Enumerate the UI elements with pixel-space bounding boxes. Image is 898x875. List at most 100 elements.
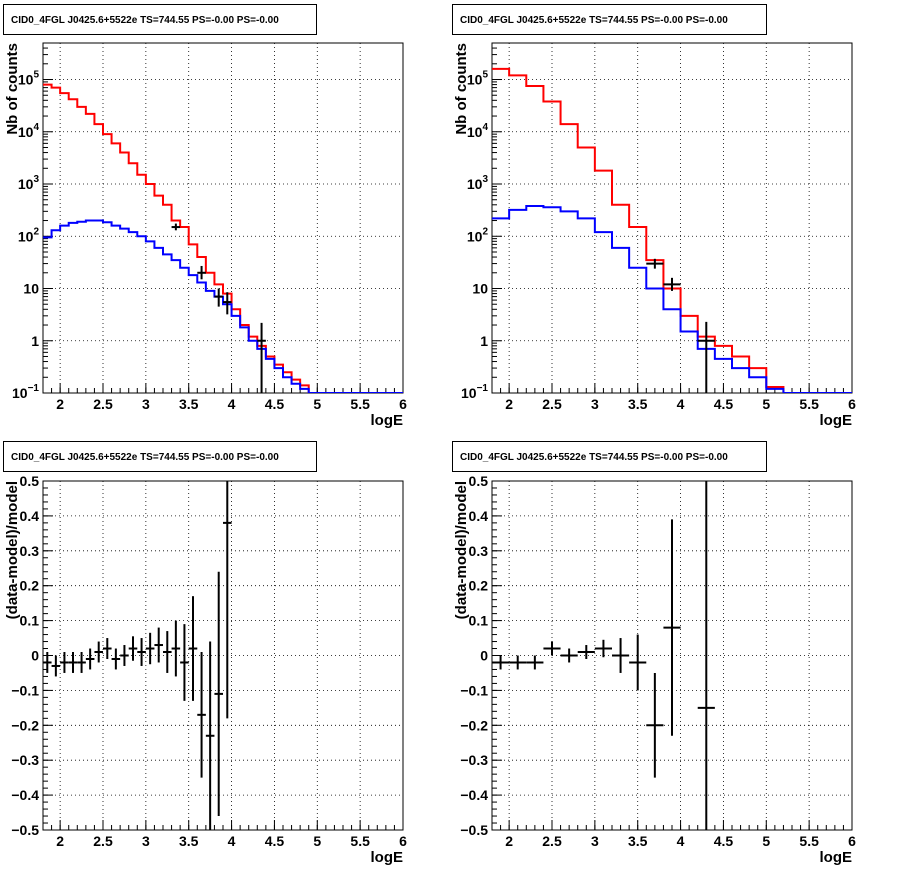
chart-title: CID0_4FGL J0425.6+5522e TS=744.55 PS=-0.… [11, 452, 279, 463]
y-tick-label: 105 [467, 70, 489, 88]
y-tick-label: −0.2 [11, 717, 39, 733]
residual-point [543, 641, 561, 656]
residual-point [163, 631, 172, 673]
y-tick-label: 104 [467, 122, 489, 140]
y-tick-label: 1 [480, 333, 488, 349]
y-tick-label: 0.4 [20, 508, 40, 524]
y-tick-label: −0.2 [460, 717, 488, 733]
x-tick-label: 5.5 [350, 396, 370, 412]
x-axis-title: logE [820, 849, 853, 866]
x-tick-label: 2.5 [542, 396, 562, 412]
residual-point [51, 655, 61, 677]
x-tick-label: 2.5 [93, 396, 113, 412]
y-tick-label: 0.3 [20, 543, 40, 559]
y-tick-label: 10 [23, 281, 39, 297]
grid [43, 481, 403, 830]
title-box [3, 4, 317, 35]
x-tick-label: 5.5 [350, 833, 370, 849]
y-tick-label: 10−1 [461, 383, 488, 401]
data-point [697, 321, 715, 393]
data-point [197, 265, 206, 280]
x-tick-label: 2.5 [542, 833, 562, 849]
x-tick-label: 3 [142, 833, 150, 849]
residual-point [577, 645, 595, 659]
x-tick-label: 2 [505, 833, 513, 849]
residual-point [77, 652, 86, 673]
x-tick-label: 4 [228, 833, 236, 849]
x-tick-label: 2 [505, 396, 513, 412]
x-tick-label: 3 [591, 396, 599, 412]
y-axis-title: Nb of counts [453, 43, 470, 135]
x-tick-label: 6 [399, 396, 407, 412]
y-tick-label: 10−1 [12, 383, 39, 401]
data-point [171, 223, 181, 231]
residual-point [492, 655, 510, 670]
data-point [646, 258, 664, 269]
background_model-histogram [43, 219, 403, 393]
panel-bottom-left: CID0_4FGL J0425.6+5522e TS=744.55 PS=-0.… [3, 441, 407, 866]
plot-frame [42, 42, 404, 394]
plot-area [492, 481, 715, 830]
residual-point [85, 648, 95, 670]
ticks [42, 47, 404, 394]
y-tick-label: 0.3 [469, 543, 489, 559]
x-tick-label: 4 [228, 396, 236, 412]
residual-point [94, 641, 103, 663]
x-tick-label: 2 [56, 833, 64, 849]
y-tick-label: 0.5 [20, 473, 40, 489]
data-point [223, 292, 232, 315]
y-tick-label: 103 [467, 174, 489, 192]
y-axis-title: Nb of counts [4, 43, 21, 135]
residual-point [180, 624, 189, 701]
residual-point [646, 672, 664, 778]
x-tick-label: 6 [848, 396, 856, 412]
plot-area [43, 83, 403, 393]
y-tick-label: 0.1 [20, 613, 40, 629]
residual-point [526, 655, 544, 670]
residual-point [171, 620, 181, 677]
residual-point [128, 636, 138, 661]
y-tick-label: −0.4 [460, 787, 488, 803]
x-axis-title: logE [820, 412, 853, 429]
x-axis-title: logE [371, 412, 404, 429]
y-tick-label: 10 [472, 281, 488, 297]
residual-point [594, 639, 612, 658]
residual-point [103, 638, 112, 659]
residual-point [205, 641, 215, 830]
x-tick-label: 5.5 [799, 396, 819, 412]
x-tick-label: 5 [762, 833, 770, 849]
y-tick-label: 0 [31, 648, 39, 664]
residual-point [68, 652, 78, 673]
y-tick-label: 0.5 [469, 473, 489, 489]
panel-top-left: CID0_4FGL J0425.6+5522e TS=744.55 PS=-0.… [3, 4, 407, 429]
residual-point [612, 638, 630, 673]
x-tick-label: 3.5 [179, 833, 199, 849]
residual-point [223, 481, 232, 719]
plot-area [492, 67, 852, 393]
x-tick-label: 4.5 [265, 833, 285, 849]
y-tick-label: 1 [31, 333, 39, 349]
residual-point [560, 648, 578, 663]
grid [492, 43, 852, 393]
y-tick-label: −0.3 [11, 752, 39, 768]
x-tick-label: 5 [762, 396, 770, 412]
data-point [214, 288, 223, 307]
y-axis-title: (data-model)/model [4, 481, 21, 619]
title-box [452, 4, 767, 35]
residual-point [509, 655, 527, 670]
residual-point [629, 634, 647, 691]
ticks [491, 480, 853, 831]
x-tick-label: 4 [677, 396, 685, 412]
residual-point [154, 627, 163, 663]
x-tick-label: 4 [677, 833, 685, 849]
y-tick-label: 104 [18, 122, 40, 140]
x-tick-label: 2.5 [93, 833, 113, 849]
residual-point [145, 632, 155, 665]
chart-title: CID0_4FGL J0425.6+5522e TS=744.55 PS=-0.… [11, 15, 279, 26]
x-tick-label: 4.5 [714, 396, 734, 412]
y-tick-label: −0.1 [460, 682, 488, 698]
y-tick-label: 102 [467, 226, 489, 244]
y-tick-label: 0 [480, 648, 488, 664]
residual-point [188, 596, 198, 701]
